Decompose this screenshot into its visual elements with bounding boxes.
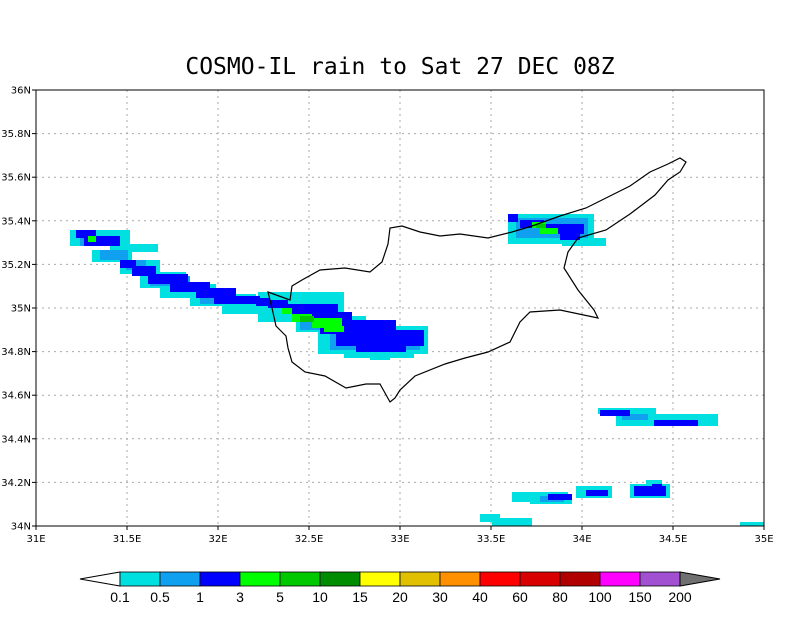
colorbar-label: 0.5	[150, 589, 170, 605]
grid-lines	[36, 90, 764, 526]
colorbar-swatch	[599, 571, 641, 587]
colorbar-swatch	[279, 571, 321, 587]
lat-tick-label: 36N	[11, 86, 31, 97]
colorbar-swatch	[199, 571, 241, 587]
colorbar-swatch	[439, 571, 481, 587]
lat-tick-label: 35.8N	[1, 129, 31, 140]
lat-tick-label: 34.4N	[1, 434, 31, 445]
lon-tick-label: 31E	[26, 534, 45, 545]
lon-tick-label: 34E	[572, 534, 591, 545]
lon-tick-label: 35E	[754, 534, 773, 545]
lat-tick-label: 35.4N	[1, 216, 31, 227]
colorbar-label: 60	[512, 589, 528, 605]
lat-tick-label: 35.6N	[1, 173, 31, 184]
lat-tick-label: 34.6N	[1, 391, 31, 402]
colorbar-swatch	[559, 571, 601, 587]
colorbar-label: 15	[352, 589, 368, 605]
colorbar-over-arrow	[679, 571, 721, 587]
lat-axis: 34N 34.2N 34.4N 34.6N 34.8N 35N 35.2N 35.4N 35.6…	[1, 86, 36, 533]
lat-tick-label: 34N	[11, 522, 31, 533]
colorbar-label: 5	[276, 589, 284, 605]
lon-tick-label: 33E	[390, 534, 409, 545]
colorbar: 0.1 0.5 1 3 5 10 15 20 30 40 60 80 100 150 200	[79, 571, 721, 605]
colorbar-swatch	[159, 571, 201, 587]
colorbar-label: 3	[236, 589, 244, 605]
colorbar-swatch	[359, 571, 401, 587]
lon-tick-label: 32E	[208, 534, 227, 545]
colorbar-label: 40	[472, 589, 488, 605]
map-title: COSMO-IL rain to Sat 27 DEC 08Z	[185, 54, 615, 80]
colorbar-label: 30	[432, 589, 448, 605]
rain-field	[70, 214, 764, 526]
colorbar-label: 10	[312, 589, 328, 605]
colorbar-swatch	[239, 571, 281, 587]
colorbar-swatch	[479, 571, 521, 587]
lon-tick-label: 34.5E	[659, 534, 688, 545]
lat-tick-label: 34.8N	[1, 347, 31, 358]
lat-tick-label: 35N	[11, 304, 31, 315]
lon-tick-label: 33.5E	[477, 534, 506, 545]
colorbar-swatch	[519, 571, 561, 587]
colorbar-label: 200	[668, 589, 692, 605]
colorbar-swatch	[399, 571, 441, 587]
colorbar-label: 100	[588, 589, 612, 605]
lat-tick-label: 34.2N	[1, 478, 31, 489]
lon-axis: 31E 31.5E 32E 32.5E 33E 33.5E 34E 34.5E 35E	[26, 526, 774, 545]
lon-tick-label: 31.5E	[113, 534, 142, 545]
colorbar-label: 1	[196, 589, 204, 605]
colorbar-under-arrow	[79, 571, 121, 587]
coastline	[267, 157, 687, 403]
colorbar-label: 20	[392, 589, 408, 605]
colorbar-label: 150	[628, 589, 652, 605]
colorbar-swatch	[319, 571, 361, 587]
lon-tick-label: 32.5E	[295, 534, 324, 545]
colorbar-label: 80	[552, 589, 568, 605]
lat-tick-label: 35.2N	[1, 260, 31, 271]
colorbar-swatch	[119, 571, 161, 587]
colorbar-label: 0.1	[110, 589, 130, 605]
colorbar-swatch	[639, 571, 681, 587]
